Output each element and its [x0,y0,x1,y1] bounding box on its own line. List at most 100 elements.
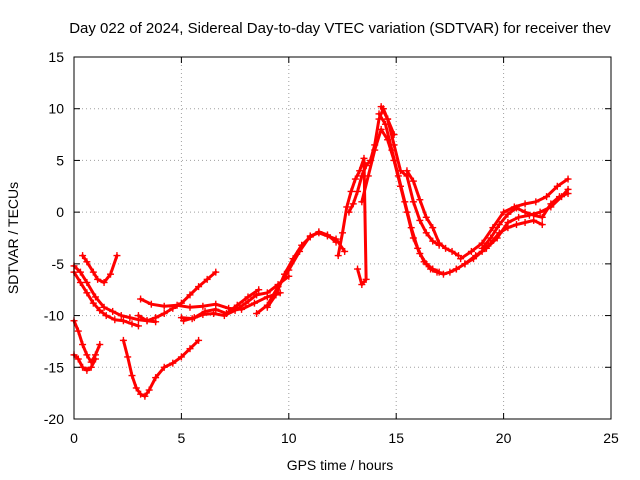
data-point [446,268,454,276]
data-point [375,110,383,118]
data-point [472,252,480,260]
data-point [532,198,540,206]
data-point [493,234,501,242]
data-point [401,198,409,206]
data-point [403,167,411,175]
data-point [250,299,258,307]
data-point [94,275,102,283]
data-point [467,247,475,255]
data-point [117,312,125,320]
plot-frame [73,56,612,420]
data-point [195,283,203,291]
data-point [547,200,555,208]
data-point [160,302,168,310]
data-point [212,305,220,313]
data-point [564,175,572,183]
data-point [345,208,353,216]
data-point [543,193,551,201]
data-point [536,208,544,216]
data-point [242,299,250,307]
data-point [186,345,194,353]
data-point [298,241,306,249]
data-point [495,221,503,229]
data-point [89,268,97,276]
data-point [341,247,349,255]
data-point [223,310,231,318]
data-point [323,231,331,239]
data-point [538,213,546,221]
data-point [377,103,385,111]
data-point [132,384,140,392]
data-point [83,278,91,286]
data-point [100,303,108,311]
data-point [74,355,82,363]
data-point [360,154,368,162]
data-point [152,374,160,382]
data-point [177,353,185,361]
data-point [147,300,155,308]
data-point [422,229,430,237]
data-point [195,336,203,344]
data-point [371,146,379,154]
data-point [427,265,435,273]
data-point [253,310,261,318]
data-point [83,258,91,266]
data-point [489,224,497,232]
data-point [83,366,91,374]
y-tick-label: 5 [56,152,64,168]
data-point [433,268,441,276]
data-point [394,172,402,180]
y-tick-label: -5 [52,256,65,272]
data-point [409,177,417,185]
data-point [504,210,512,218]
data-point [439,270,447,278]
data-point [160,310,168,318]
data-point [137,295,145,303]
data-point [113,252,121,260]
data-point [173,301,181,309]
x-tick-label: 5 [178,430,186,446]
data-point [354,265,362,273]
data-point [169,359,177,367]
data-point [416,196,424,204]
data-point [390,141,398,149]
y-tick-label: -20 [44,411,64,427]
data-point [263,289,271,297]
data-point [244,293,252,301]
data-point [190,314,198,322]
y-tick-label: -10 [44,308,64,324]
data-point [233,301,241,309]
y-tick-label: 15 [48,49,64,65]
data-point [145,386,153,394]
series-line-arc-10 [182,288,261,323]
data-point [332,238,340,246]
series-line-arc-3 [81,254,119,284]
data-point [521,200,529,208]
data-point [128,320,136,328]
data-point [289,255,297,263]
data-point [339,229,346,237]
data-point [186,303,194,311]
data-point [362,162,370,170]
data-point [160,363,168,371]
data-point [83,351,91,359]
data-point [512,221,520,229]
data-point [83,289,91,297]
data-point [442,244,450,252]
data-point [109,307,117,315]
data-point [457,255,465,263]
series-line-arc-5 [72,353,97,372]
data-point [429,224,437,232]
tick-layer: 0 5 10 15 20 25 -20 -15 -10 -5 0 5 10 15 [44,49,619,446]
series-layer [70,103,572,400]
data-point [143,317,151,325]
data-point [384,115,392,123]
data-point [358,198,366,206]
data-point [358,172,366,180]
data-point [79,363,87,371]
data-point [96,306,104,314]
data-point [377,125,385,133]
data-point [89,299,97,307]
data-point [137,390,145,398]
